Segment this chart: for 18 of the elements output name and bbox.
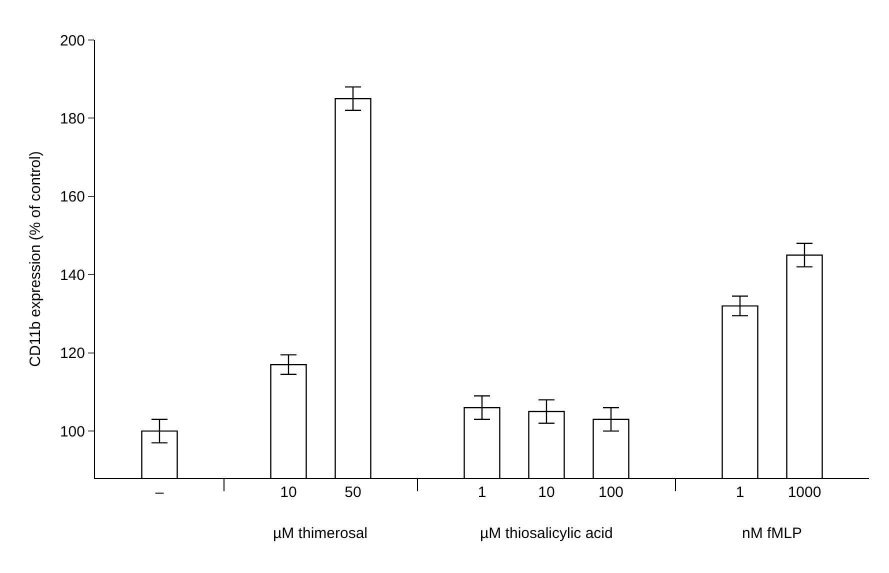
y-tick-label: 100: [60, 423, 85, 440]
x-tick-label: 10: [538, 484, 555, 501]
x-tick-label: 10: [280, 484, 297, 501]
x-tick-label: 100: [598, 484, 624, 501]
text: nM fMLP: [742, 525, 802, 542]
y-axis-title: CD11b expression (% of control): [27, 151, 44, 367]
text: µM thimerosal: [273, 525, 368, 542]
y-tick-label: 200: [60, 32, 85, 50]
x-tick-label: 1: [736, 484, 744, 501]
x-tick-label: 1: [478, 484, 486, 501]
x-tick-label: –: [155, 484, 164, 501]
y-tick-label: 180: [60, 110, 85, 128]
x-tick-label: 1000: [788, 484, 822, 501]
y-tick-label: 160: [60, 188, 85, 206]
text: µM thiosalicylic acid: [480, 525, 613, 542]
x-tick-label: 50: [344, 484, 362, 501]
y-tick-label: 140: [60, 266, 85, 284]
y-tick-label: 120: [60, 345, 85, 362]
